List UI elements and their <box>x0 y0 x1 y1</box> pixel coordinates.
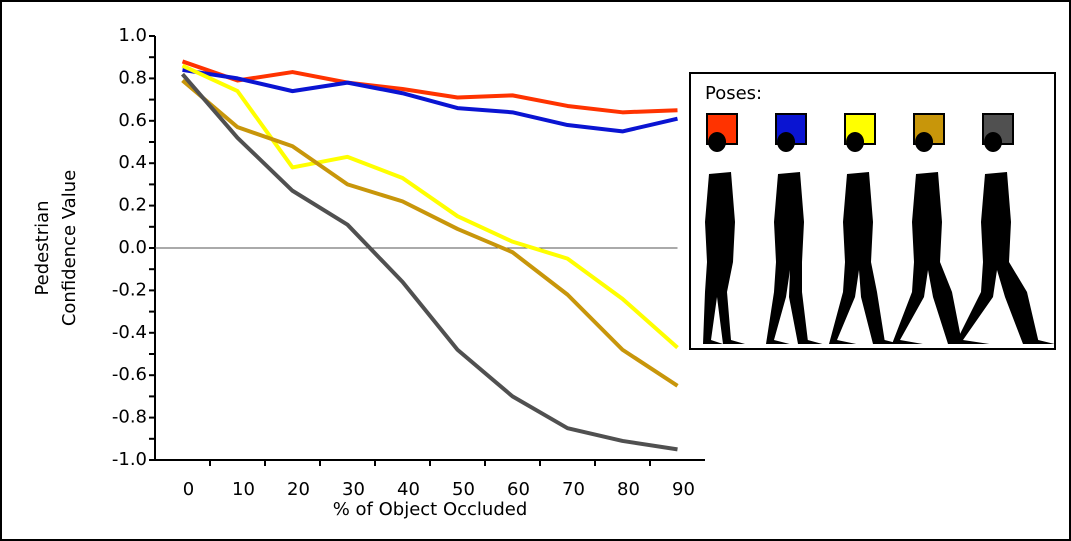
y-tick-label: 1.0 <box>118 25 147 46</box>
legend-title: Poses: <box>705 83 762 104</box>
y-tick-label: 0.2 <box>118 195 147 216</box>
y-axis-label: Confidence Value <box>59 170 80 326</box>
y-tick-label: -1.0 <box>112 449 147 470</box>
chart: % of Object Occluded Pedestrian Confiden… <box>0 0 1071 541</box>
x-tick-label: 90 <box>672 479 695 500</box>
y-tick-label: -0.2 <box>112 279 147 300</box>
x-tick-label: 70 <box>562 479 585 500</box>
x-tick-label: 40 <box>397 479 420 500</box>
y-tick-label: 0.4 <box>118 152 147 173</box>
x-tick-label: 80 <box>617 479 640 500</box>
y-tick-label: 0.0 <box>118 237 147 258</box>
y-tick-label: 0.8 <box>118 67 147 88</box>
x-tick-label: 30 <box>342 479 365 500</box>
x-tick-label: 60 <box>507 479 530 500</box>
y-tick-label: -0.8 <box>112 407 147 428</box>
x-axis-label: % of Object Occluded <box>333 499 528 520</box>
y-tick-label: -0.4 <box>112 322 147 343</box>
x-tick-label: 0 <box>183 479 194 500</box>
x-tick-label: 50 <box>452 479 475 500</box>
y-axis-label: Pedestrian <box>32 200 53 295</box>
y-tick-label: 0.6 <box>118 110 147 131</box>
series-line <box>183 66 678 348</box>
x-tick-label: 20 <box>287 479 310 500</box>
y-tick-label: -0.6 <box>112 364 147 385</box>
series-line <box>183 61 678 112</box>
x-tick-label: 10 <box>232 479 255 500</box>
series-line <box>183 81 678 386</box>
page: % of Object Occluded Pedestrian Confiden… <box>0 0 1071 541</box>
